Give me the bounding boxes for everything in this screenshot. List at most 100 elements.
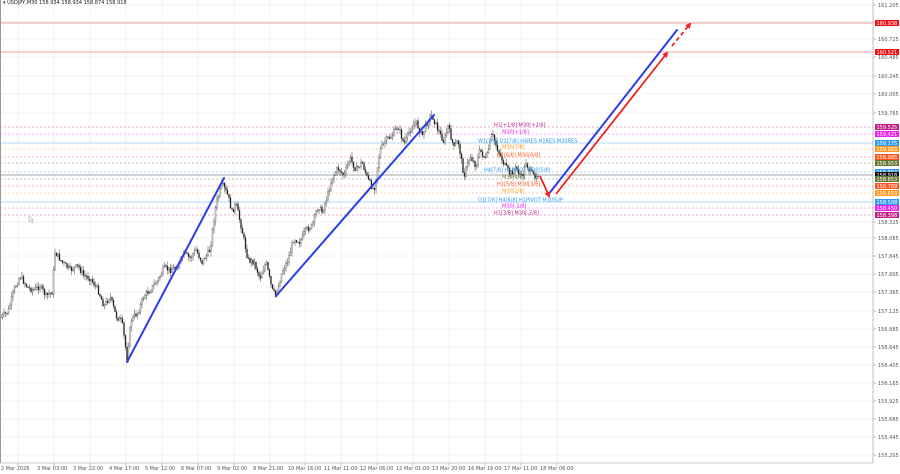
candle-body: [16, 284, 19, 287]
candle-body: [529, 169, 532, 172]
candle-body: [469, 157, 472, 161]
candle-body: [19, 278, 22, 280]
candle-body: [171, 269, 173, 273]
candle-body: [58, 253, 61, 261]
candle-body: [40, 285, 43, 288]
candle-body: [204, 258, 206, 260]
candle-body: [118, 317, 121, 321]
candle-body: [84, 275, 86, 277]
candle-body: [480, 149, 482, 152]
candle-body: [249, 258, 251, 263]
level-label: H1[6/8] M30[6/8]: [497, 153, 540, 159]
candle-body: [124, 335, 127, 348]
candle-body: [174, 266, 176, 269]
candle-body: [295, 240, 298, 243]
y-tick-label: 160.485: [878, 55, 899, 61]
candle-body: [445, 132, 448, 137]
price-tag: [875, 160, 899, 166]
candle-body: [81, 270, 83, 273]
candle-body: [298, 242, 301, 244]
trend-line[interactable]: [126, 177, 225, 363]
candle-body: [430, 115, 433, 117]
forecast-arrow[interactable]: [539, 175, 551, 198]
candle-body: [66, 263, 68, 268]
candle-body: [99, 294, 101, 297]
price-tag-text: 158.508: [877, 200, 898, 206]
trend-line[interactable]: [547, 29, 678, 196]
candle-body: [153, 283, 155, 286]
candle-body: [448, 125, 451, 129]
candle-body: [471, 157, 473, 162]
candle-body: [231, 208, 233, 210]
forecast-arrows[interactable]: [539, 22, 692, 198]
candle-body: [490, 134, 493, 141]
candle-body: [87, 276, 89, 280]
candle-body: [391, 135, 394, 138]
time-axis[interactable]: 2 Mar 2026 3 Mar 03:00 3 Mar 22:00 4 Mar 17…: [1, 463, 573, 472]
price-tag-text: 159.175: [877, 141, 898, 147]
trend-line[interactable]: [275, 114, 435, 297]
candle-body: [324, 202, 326, 211]
price-tag-text: 158.450: [877, 206, 898, 212]
candle-body: [78, 264, 80, 268]
murrey-levels: [0, 126, 873, 216]
candle-body: [457, 140, 460, 145]
forecast-arrow[interactable]: [555, 51, 669, 195]
candle-body: [379, 148, 382, 158]
candle-body: [250, 259, 253, 263]
candle-body: [312, 221, 314, 225]
candle-body: [358, 166, 361, 168]
candle-body: [198, 252, 200, 258]
candle-body: [27, 286, 29, 288]
candle-body: [525, 163, 527, 167]
candle-body: [342, 172, 344, 176]
candle-body: [93, 281, 95, 286]
price-tag: [875, 205, 899, 211]
candle-body: [367, 175, 370, 180]
candle-body: [270, 276, 272, 285]
candle-body: [247, 257, 250, 259]
ohlc-label: 158.934 158.934 158.874 158.918: [39, 0, 127, 6]
candle-body: [210, 244, 212, 253]
candle-body: [466, 162, 469, 168]
price-axis[interactable]: 161.205160.965160.725160.485160.245160.0…: [873, 3, 899, 459]
candle-body: [388, 137, 391, 139]
candle-body: [477, 157, 479, 166]
candle-body: [162, 266, 164, 275]
candle-body: [256, 268, 259, 273]
y-tick-label: 158.325: [878, 220, 899, 226]
candle-body: [223, 182, 226, 188]
x-tick-label: 12 Mar 06:00: [360, 466, 393, 472]
candle-body: [261, 273, 263, 279]
candle-body: [144, 295, 146, 299]
candle-body: [192, 253, 194, 258]
level-label: D1[7/8] H4[6/8] H1PIVOT M30SUP: [478, 198, 563, 204]
candle-body: [394, 128, 397, 130]
forecast-arrow[interactable]: [671, 22, 692, 47]
candle-body: [252, 259, 254, 265]
candle-body: [168, 267, 170, 271]
candle-body: [316, 209, 319, 212]
candle-body: [136, 312, 139, 317]
candle-body: [72, 269, 74, 271]
candle-body: [421, 130, 424, 135]
candle-body: [33, 289, 35, 291]
y-tick-label: 156.405: [878, 363, 899, 369]
candle-body: [322, 209, 325, 213]
candle-body: [138, 311, 140, 314]
candle-body: [6, 313, 8, 315]
candle-body: [339, 169, 341, 172]
candle-body: [133, 313, 136, 317]
candle-body: [102, 299, 104, 307]
candle-body: [259, 275, 262, 279]
x-tick-label: 9 Mar 02:00: [217, 466, 247, 472]
candle-body: [130, 320, 133, 328]
candle-body: [403, 140, 406, 143]
trend-lines[interactable]: [126, 29, 678, 363]
candle-body: [354, 167, 356, 171]
y-tick-label: 155.205: [878, 453, 899, 459]
candle-body: [456, 140, 458, 144]
candle-body: [126, 347, 128, 361]
y-tick-label: 160.725: [878, 37, 899, 43]
